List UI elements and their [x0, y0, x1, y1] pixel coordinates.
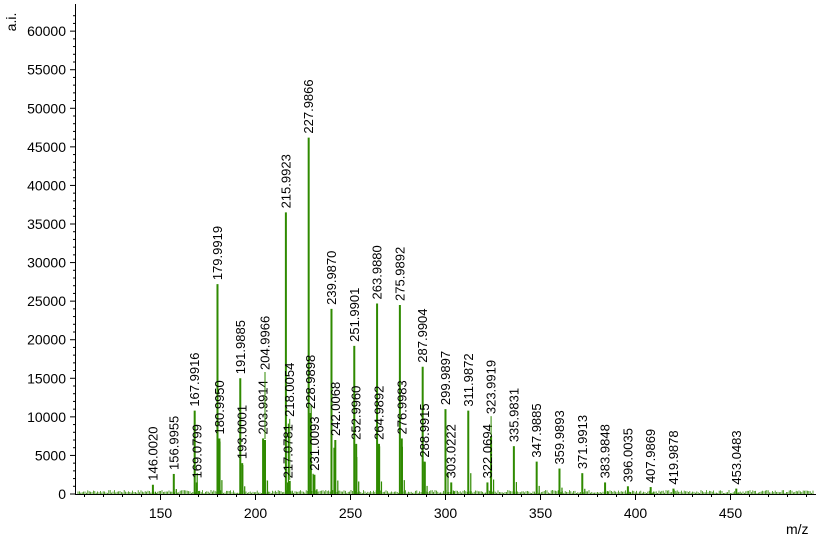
y-tick-label: 40000: [27, 177, 66, 193]
peak-label: 299.9897: [438, 351, 453, 405]
y-tick-label: 35000: [27, 216, 66, 232]
x-tick-label: 350: [529, 505, 553, 521]
peak-label: 371.9913: [575, 415, 590, 469]
y-axis-title: a.i.: [3, 13, 19, 32]
y-tick-label: 5000: [35, 447, 66, 463]
peak-label: 419.9878: [666, 430, 681, 484]
peak-label: 204.9966: [257, 316, 272, 370]
x-tick-label: 200: [244, 505, 268, 521]
x-tick-label: 250: [339, 505, 363, 521]
peak-label: 156.9955: [166, 416, 181, 470]
peak-label: 276.9983: [394, 380, 409, 434]
peak-label: 347.9885: [529, 403, 544, 457]
peak-label: 264.9892: [371, 386, 386, 440]
peak-label: 383.9848: [598, 424, 613, 478]
peak-label: 263.9880: [370, 245, 385, 299]
peak-label: 311.9872: [461, 353, 476, 406]
y-tick-label: 50000: [27, 100, 66, 116]
peak-label: 167.9916: [187, 352, 202, 406]
peak-label: 228.9898: [303, 355, 318, 409]
peak-series: [151, 137, 740, 494]
peak-label: 335.9831: [506, 388, 521, 442]
peak-label: 288.9915: [417, 403, 432, 457]
y-tick-label: 10000: [27, 409, 66, 425]
x-axis-ticks: 150 200 250 300 350 400 450: [84, 494, 807, 521]
peak-label: 453.0483: [729, 430, 744, 484]
peak-label: 179.9919: [210, 226, 225, 280]
peak-label: 287.9904: [415, 308, 430, 362]
y-tick-label: 20000: [27, 332, 66, 348]
peak-label: 231.0093: [307, 416, 322, 470]
y-tick-label: 55000: [27, 62, 66, 78]
peak-label: 218.0054: [282, 363, 297, 417]
y-tick-label: 30000: [27, 255, 66, 271]
x-axis-title: m/z: [786, 521, 809, 537]
peak-label: 217.0781: [280, 424, 295, 478]
peak-labels: 146.0020 156.9955 167.9916 169.0799 179.9919…: [145, 79, 743, 484]
peak-label: 407.9869: [643, 429, 658, 483]
peak-label: 303.0222: [444, 424, 459, 478]
y-axis-ticks: 0 5000 10000 15000 20000 25000 30000 35000 40000…: [27, 15, 75, 502]
y-tick-label: 25000: [27, 293, 66, 309]
x-tick-label: 300: [434, 505, 458, 521]
peak-label: 193.0001: [235, 405, 250, 459]
x-tick-label: 150: [149, 505, 173, 521]
peak-label: 359.9893: [552, 410, 567, 464]
peak-label: 242.0068: [328, 382, 343, 436]
peak-label: 251.9901: [347, 288, 362, 342]
peak-label: 227.9866: [301, 79, 316, 133]
peak-label: 275.9892: [392, 247, 407, 301]
peak-label: 322.0694: [480, 424, 495, 478]
peak-label: 146.0020: [145, 427, 160, 481]
peak-label: 180.9950: [212, 380, 227, 434]
peak-label: 239.9870: [324, 251, 339, 305]
x-tick-label: 400: [624, 505, 648, 521]
peak-label: 203.9914: [256, 380, 271, 434]
peak-label: 323.9919: [484, 360, 499, 414]
peak-label: 252.9960: [349, 386, 364, 440]
peak-label: 191.9885: [233, 320, 248, 374]
peak-label: 215.9923: [278, 154, 293, 208]
peak-label: 396.0035: [620, 428, 635, 482]
peak-label: 169.0799: [189, 424, 204, 478]
y-tick-label: 60000: [27, 23, 66, 39]
axes: 150 200 250 300 350 400 450 0 5000 10000 15000 200…: [3, 4, 816, 537]
y-tick-label: 15000: [27, 370, 66, 386]
y-tick-label: 0: [58, 486, 66, 502]
y-tick-label: 45000: [27, 139, 66, 155]
x-tick-label: 450: [719, 505, 743, 521]
